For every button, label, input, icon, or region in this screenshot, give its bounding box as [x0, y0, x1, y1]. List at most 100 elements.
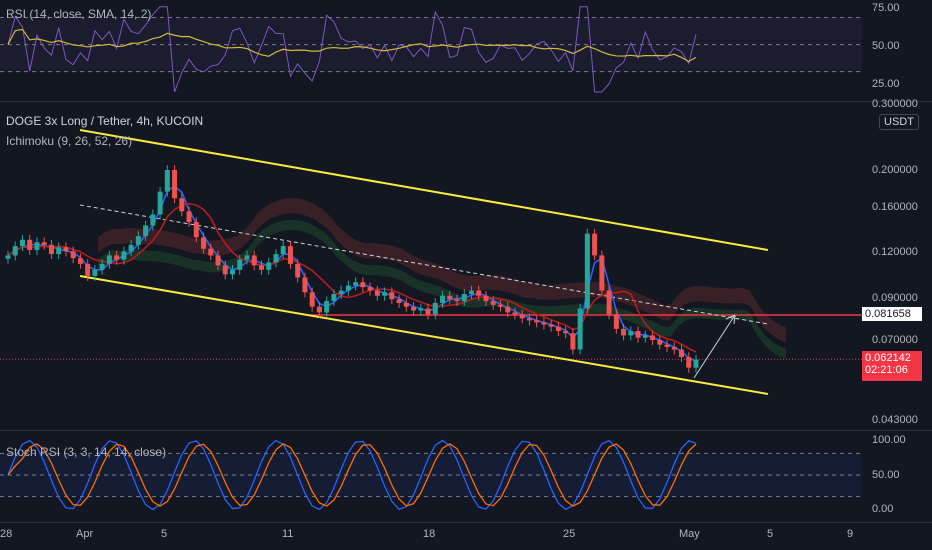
level-price-tag: 0.081658: [862, 307, 922, 321]
stoch-legend[interactable]: Stoch RSI (3, 3, 14, 14, close): [6, 445, 167, 459]
stoch-rsi-panel[interactable]: [0, 431, 862, 521]
candle-body: [135, 236, 141, 245]
candle-body: [48, 244, 54, 255]
candle-body: [411, 306, 417, 311]
candle-body: [353, 282, 359, 286]
candle-body: [106, 255, 112, 264]
candle-body: [201, 237, 207, 249]
candle-body: [179, 198, 185, 212]
main-chart-panel[interactable]: [0, 102, 862, 428]
candle-body: [63, 247, 69, 252]
candle-body: [324, 301, 330, 313]
candle-body: [164, 170, 170, 192]
time-axis[interactable]: 28 Apr 5 11 18 25 May 5 9: [0, 522, 932, 550]
rsi-tick-25: 25.00: [872, 78, 900, 90]
symbol-title[interactable]: DOGE 3x Long / Tether, 4h, KUCOIN: [6, 114, 204, 128]
candle-body: [512, 312, 518, 315]
stoch-band: [0, 453, 862, 497]
rsi-axis[interactable]: 75.00 50.00 25.00: [862, 0, 932, 100]
candle-body: [258, 265, 264, 270]
candle-body: [92, 269, 98, 276]
ichimoku-legend[interactable]: Ichimoku (9, 26, 52, 26): [6, 134, 133, 148]
candle-body: [157, 191, 163, 215]
candle-body: [563, 331, 569, 334]
price-axis[interactable]: 0.300000 USDT 0.200000 0.160000 0.120000…: [862, 98, 932, 428]
candle-body: [70, 251, 76, 259]
candle-body: [650, 335, 656, 340]
currency-label[interactable]: USDT: [879, 114, 919, 130]
price-tick-0.12: 0.120000: [872, 246, 918, 258]
candle-body: [5, 255, 11, 259]
candle-body: [222, 265, 228, 275]
candle-body: [628, 331, 634, 336]
ichimoku-conversion-line: [7, 185, 697, 363]
candle-body: [548, 324, 554, 327]
candle-body: [150, 214, 156, 226]
candle-body: [309, 292, 315, 307]
stoch-separator[interactable]: [0, 430, 932, 431]
candle-body: [77, 258, 83, 264]
candle-body: [664, 344, 670, 348]
candle-body: [621, 328, 627, 336]
candle-body: [208, 248, 214, 256]
candle-body: [555, 326, 561, 332]
candle-body: [316, 306, 322, 313]
candle-body: [577, 308, 583, 350]
candle-body: [12, 246, 18, 256]
rsi-panel[interactable]: [0, 0, 862, 100]
candle-body: [367, 287, 373, 291]
candle-body: [440, 295, 446, 303]
candle-body: [461, 293, 467, 302]
candle-body: [41, 242, 47, 245]
candle-body: [27, 239, 33, 251]
stoch-k-line: [7, 439, 697, 511]
candle-body: [642, 335, 648, 338]
price-tick-0.043: 0.043000: [872, 414, 918, 426]
candle-body: [172, 170, 178, 199]
candle-body: [56, 247, 62, 255]
price-tick-0.2: 0.200000: [872, 164, 918, 176]
rsi-separator[interactable]: [0, 101, 932, 102]
price-tick-0.3: 0.300000: [872, 98, 918, 110]
candle-body: [497, 304, 503, 307]
candle-body: [613, 314, 619, 329]
time-label-18: 18: [423, 528, 436, 540]
candle-body: [584, 233, 590, 309]
candle-body: [215, 255, 221, 266]
candle-body: [432, 302, 438, 315]
time-label-5b: 5: [767, 528, 774, 540]
candle-body: [360, 282, 366, 288]
current-price-tag: 0.062142 02:21:06: [862, 351, 922, 381]
stoch-tick-0: 0.00: [872, 503, 894, 515]
rsi-band: [0, 17, 862, 72]
candle-body: [287, 246, 293, 264]
time-label-28: 28: [0, 528, 13, 540]
time-label-11: 11: [282, 528, 294, 540]
candle-body: [302, 277, 308, 293]
candle-body: [99, 263, 105, 270]
candle-body: [273, 254, 279, 263]
time-axis-separator[interactable]: [0, 522, 932, 523]
rsi-line: [7, 6, 697, 93]
candle-body: [128, 244, 134, 252]
stoch-axis[interactable]: 100.00 50.00 0.00: [862, 431, 932, 521]
candle-body: [592, 233, 598, 256]
candle-body: [454, 299, 460, 302]
candle-body: [193, 222, 199, 238]
price-tick-0.07: 0.070000: [872, 334, 918, 346]
candle-body: [34, 242, 40, 251]
stoch-plot: [0, 439, 862, 511]
time-label-may: May: [679, 528, 700, 540]
stoch-d-line: [7, 443, 697, 507]
rsi-legend[interactable]: RSI (14, close, SMA, 14, 2): [6, 7, 152, 21]
candle-body: [425, 308, 431, 315]
candle-body: [534, 320, 540, 323]
candle-body: [606, 290, 612, 315]
candle-body: [686, 357, 692, 368]
candle-body: [599, 255, 605, 291]
candle-body: [266, 262, 272, 270]
candle-body: [389, 292, 395, 300]
candle-body: [679, 349, 685, 358]
ichimoku-base-line: [7, 202, 697, 353]
current-price: 0.062142: [865, 352, 911, 364]
